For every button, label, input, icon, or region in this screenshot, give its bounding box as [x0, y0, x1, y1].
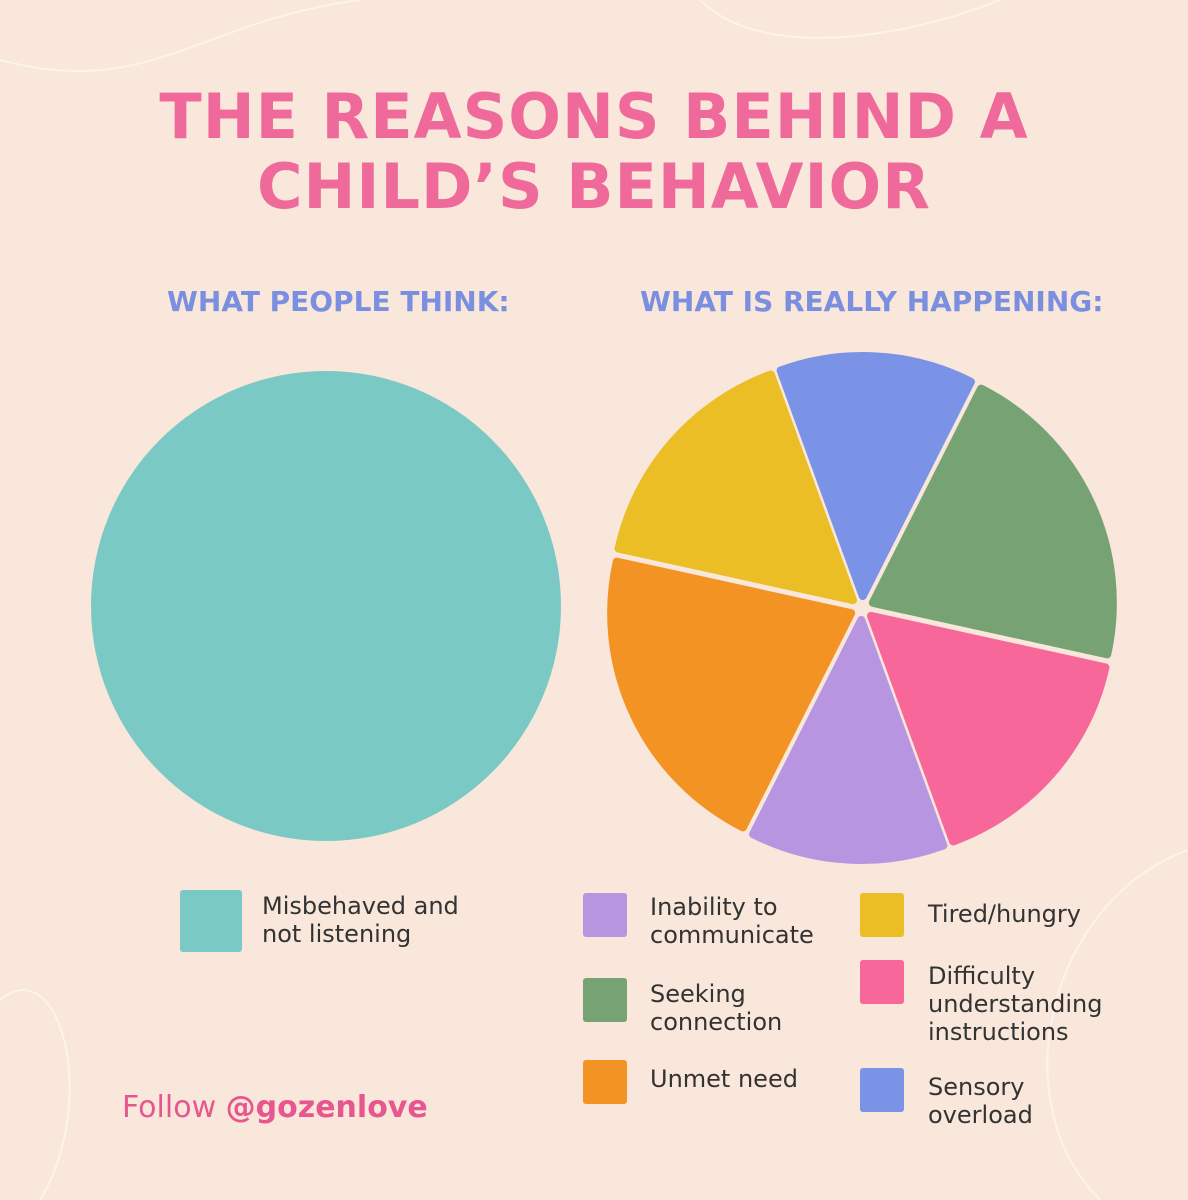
title-line: THE REASONS BEHIND A [159, 80, 1029, 153]
pie-slice [91, 371, 561, 841]
pie-slice [749, 615, 948, 864]
footer-text: Follow [122, 1090, 217, 1125]
legend-label: Unmet need [650, 1065, 798, 1093]
legend-label: Difficulty understanding instructions [928, 962, 1103, 1046]
legend-swatch [860, 1068, 904, 1112]
legend-label: Misbehaved and not listening [262, 892, 459, 948]
legend-swatch [860, 960, 904, 1004]
legend-label: Tired/hungry [928, 900, 1081, 928]
pie-slice [614, 370, 857, 605]
handle[interactable]: @gozenlove [225, 1090, 428, 1125]
chart-title: WHAT PEOPLE THINK: [167, 285, 510, 318]
legend-label: Seeking connection [650, 980, 783, 1036]
legend-swatch [583, 978, 627, 1022]
footer: Follow @gozenlove [122, 1090, 428, 1125]
legend-swatch [860, 893, 904, 937]
pie-slice [607, 557, 856, 832]
legend-label: Inability to communicate [650, 893, 814, 949]
legend-swatch [180, 890, 242, 952]
pie-slice [867, 611, 1110, 846]
title-line: CHILD’S BEHAVIOR [257, 150, 931, 223]
legend-swatch [583, 893, 627, 937]
legend-label: Sensory overload [928, 1073, 1033, 1129]
pie-slice [868, 384, 1117, 659]
legend-swatch [583, 1060, 627, 1104]
pie-slice [776, 352, 975, 601]
chart-title: WHAT IS REALLY HAPPENING: [640, 285, 1104, 318]
